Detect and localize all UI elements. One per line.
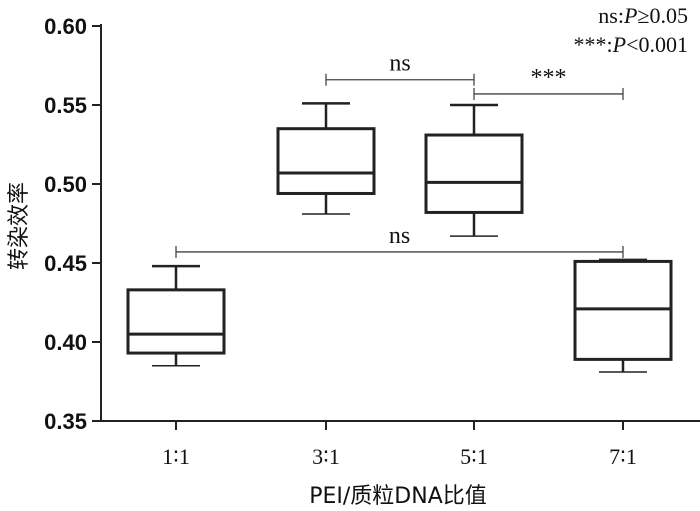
legend-line-ns: ns:P≥0.05 (598, 3, 688, 28)
y-tick-label: 0.35 (44, 409, 87, 434)
comparison-1: ns (325, 51, 475, 86)
legend-stars-prefix: ***: (574, 32, 613, 57)
boxes (126, 102, 673, 373)
legend-ns-p: P (623, 3, 637, 28)
comparison-3: ns (175, 223, 624, 258)
comparison-2: *** (473, 65, 624, 100)
legend-stars-suffix: <0.001 (626, 32, 688, 57)
y-tick-label: 0.60 (44, 14, 87, 39)
box-iqr (573, 259, 673, 361)
legend-line-stars: ***:P<0.001 (574, 32, 689, 57)
legend-ns-prefix: ns: (598, 3, 624, 28)
y-tick-label: 0.50 (44, 172, 87, 197)
y-axis-label: 转染效率 (7, 182, 32, 270)
box-iqr (126, 288, 226, 355)
comparison-label: *** (531, 65, 567, 91)
legend-ns-suffix: ≥0.05 (637, 3, 688, 28)
y-tick-label: 0.40 (44, 330, 87, 355)
box-4 (573, 258, 673, 373)
box-iqr (424, 133, 524, 214)
box-1 (126, 264, 226, 367)
box-3 (424, 103, 524, 237)
comparisons: ns *** ns (175, 51, 624, 258)
legend: ns:P≥0.05 ***:P<0.001 (574, 3, 689, 57)
x-tick-label: 5∶1 (460, 444, 488, 469)
comparison-label: ns (389, 51, 410, 77)
y-tick-label: 0.55 (44, 93, 87, 118)
box-2 (276, 102, 376, 215)
x-tick-label: 1∶1 (162, 444, 190, 469)
x-tick-label: 7∶1 (609, 444, 637, 469)
comparison-label: ns (389, 223, 410, 249)
y-tick-label: 0.45 (44, 251, 87, 276)
x-axis-label: PEI/质粒DNA比值 (309, 484, 487, 509)
x-tick-label: 3∶1 (312, 444, 340, 469)
box-iqr (276, 127, 376, 195)
legend-stars-p: P (612, 32, 626, 57)
axes: 0.35 0.40 0.45 0.50 0.55 0.60 1∶1 3∶1 5∶1 7∶1 (44, 14, 700, 469)
